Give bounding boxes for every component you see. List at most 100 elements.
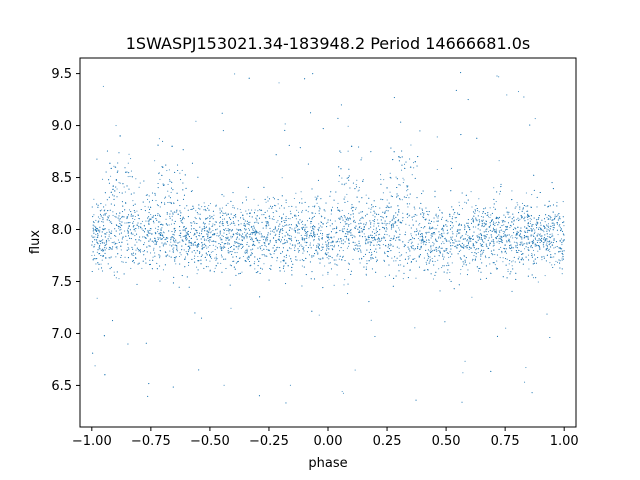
data-point: [328, 233, 330, 235]
data-point: [276, 257, 278, 259]
data-point: [159, 233, 161, 235]
data-point: [389, 191, 391, 193]
data-point: [466, 239, 468, 241]
data-point: [377, 219, 379, 221]
data-point: [322, 249, 324, 251]
data-point: [184, 256, 187, 258]
data-point: [522, 208, 524, 210]
data-point: [468, 242, 470, 244]
data-point: [176, 249, 178, 251]
data-point: [376, 241, 378, 243]
data-point: [130, 211, 132, 213]
data-point: [208, 204, 210, 207]
data-point: [171, 181, 173, 183]
data-point: [439, 234, 441, 236]
data-point: [245, 199, 248, 201]
data-point: [162, 234, 164, 236]
data-point: [173, 234, 175, 236]
data-point: [214, 267, 216, 269]
data-point: [285, 202, 287, 204]
data-point: [347, 245, 350, 247]
data-point: [489, 229, 491, 231]
data-point: [458, 223, 461, 225]
data-point: [550, 254, 552, 256]
data-point: [529, 222, 531, 225]
data-point: [93, 214, 95, 216]
data-point: [485, 223, 487, 225]
data-point: [406, 194, 408, 196]
data-point: [130, 231, 132, 234]
data-point: [136, 210, 138, 212]
data-point: [418, 224, 420, 226]
data-point: [500, 229, 502, 231]
data-point: [344, 221, 346, 223]
data-point: [527, 222, 529, 224]
data-point: [119, 222, 121, 225]
data-point: [388, 235, 390, 237]
data-point: [157, 205, 159, 207]
data-point: [299, 219, 301, 221]
data-point: [332, 241, 334, 243]
data-point: [203, 221, 205, 223]
data-point: [183, 249, 185, 251]
data-point: [536, 206, 538, 208]
data-point: [324, 265, 326, 267]
data-point: [215, 205, 217, 207]
data-point: [488, 257, 490, 259]
data-point: [365, 238, 367, 240]
data-point: [538, 226, 540, 228]
data-point: [385, 226, 387, 229]
data-point: [112, 188, 114, 190]
data-point: [133, 210, 135, 212]
data-point: [96, 203, 98, 205]
data-point: [122, 261, 124, 263]
data-point: [359, 219, 361, 221]
data-point: [326, 245, 328, 247]
data-point: [232, 192, 234, 194]
data-point: [152, 217, 154, 219]
data-point: [98, 240, 100, 242]
data-point: [179, 210, 181, 212]
data-point: [147, 206, 149, 208]
data-point: [398, 227, 400, 229]
data-point: [368, 301, 370, 303]
data-point: [451, 218, 453, 220]
data-point: [389, 207, 391, 209]
data-point: [481, 253, 483, 255]
data-point: [274, 240, 277, 242]
data-point: [246, 237, 248, 239]
data-point: [182, 235, 184, 237]
data-point: [285, 215, 287, 218]
data-point: [326, 257, 328, 259]
data-point: [93, 258, 95, 260]
data-point: [430, 234, 432, 236]
data-point: [464, 238, 466, 240]
data-point: [193, 234, 195, 236]
data-point: [511, 190, 513, 192]
data-point: [209, 202, 212, 205]
data-point: [552, 204, 555, 206]
data-point: [428, 231, 430, 233]
data-point: [134, 235, 136, 237]
data-point: [203, 238, 205, 240]
data-point: [401, 254, 403, 256]
data-point: [137, 249, 139, 251]
data-point: [559, 226, 561, 228]
data-point: [443, 224, 445, 226]
data-point: [406, 186, 408, 188]
data-point: [124, 222, 126, 224]
data-point: [209, 232, 211, 234]
data-point: [458, 205, 461, 207]
data-point: [304, 201, 306, 203]
data-point: [248, 228, 250, 230]
data-point: [438, 236, 440, 238]
data-point: [330, 231, 333, 233]
data-point: [410, 261, 412, 263]
data-point: [290, 237, 292, 239]
data-point: [340, 151, 342, 154]
data-point: [510, 236, 512, 238]
data-point: [500, 246, 502, 248]
data-point: [533, 235, 535, 237]
data-point: [281, 177, 283, 179]
data-point: [241, 236, 243, 238]
